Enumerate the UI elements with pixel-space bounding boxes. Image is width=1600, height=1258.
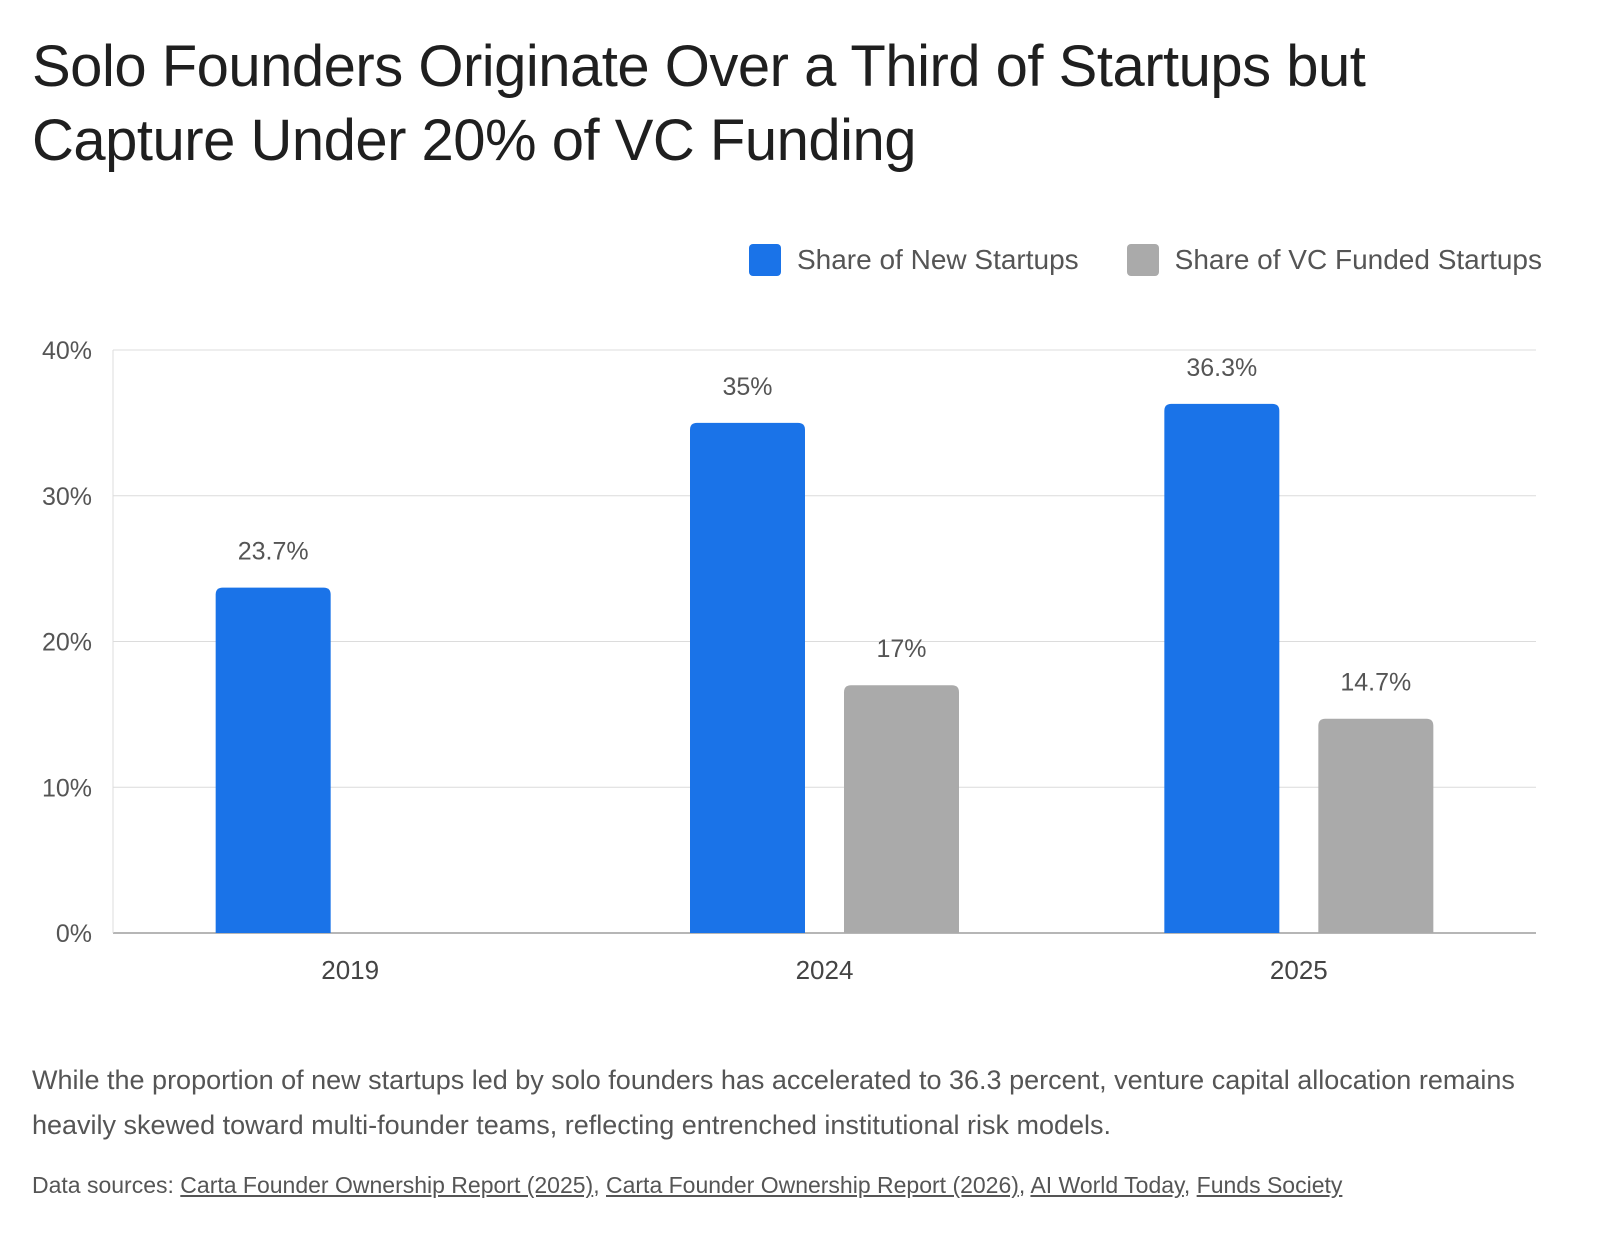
x-tick-label-2024: 2024	[796, 955, 854, 985]
y-tick-label: 30%	[42, 483, 92, 511]
legend-item-new-startups: Share of New Startups	[748, 244, 1079, 276]
source-link-ai-world-today[interactable]: AI World Today	[1030, 1172, 1184, 1198]
bar-2025-series-1	[1318, 718, 1434, 933]
x-tick-label-2025: 2025	[1270, 955, 1328, 985]
x-tick-label-2019: 2019	[321, 955, 379, 985]
data-label-2024-series-1: 17%	[876, 635, 926, 663]
chart-legend: Share of New Startups Share of VC Funded…	[748, 244, 1542, 276]
legend-swatch-vc-funded	[1126, 244, 1159, 276]
sources-prefix: Data sources:	[32, 1172, 181, 1198]
legend-swatch-new-startups	[748, 244, 781, 276]
bar-2024-series-1	[844, 685, 959, 933]
source-link-carta-2026[interactable]: Carta Founder Ownership Report (2026)	[606, 1172, 1019, 1198]
data-sources: Data sources: Carta Founder Ownership Re…	[32, 1172, 1343, 1198]
chart-caption: While the proportion of new startups led…	[32, 1065, 1515, 1140]
data-label-2025-series-0: 36.3%	[1186, 354, 1257, 382]
legend-label-vc-funded: Share of VC Funded Startups	[1174, 244, 1542, 275]
chart-title: Solo Founders Originate Over a Third of …	[32, 34, 1366, 173]
y-tick-label: 10%	[42, 774, 92, 802]
legend-label-new-startups: Share of New Startups	[796, 244, 1079, 275]
y-tick-label: 20%	[42, 629, 92, 657]
y-tick-label: 40%	[42, 337, 92, 365]
source-link-carta-2025[interactable]: Carta Founder Ownership Report (2025)	[180, 1172, 594, 1198]
legend-item-vc-funded: Share of VC Funded Startups	[1126, 244, 1542, 276]
data-label-2025-series-1: 14.7%	[1340, 669, 1411, 697]
source-link-funds-society[interactable]: Funds Society	[1196, 1172, 1343, 1198]
bar-2019-series-0	[215, 587, 331, 933]
bar-2025-series-0	[1164, 403, 1280, 933]
data-label-2024-series-0: 35%	[722, 373, 772, 401]
bar-2024-series-0	[690, 422, 805, 933]
data-label-2019-series-0: 23.7%	[238, 538, 309, 566]
y-tick-label: 0%	[56, 920, 92, 948]
bar-chart: 0% 10% 20% 30% 40% 23.7% 2019 35% 17% 2024 36.3% 14…	[42, 337, 1536, 985]
